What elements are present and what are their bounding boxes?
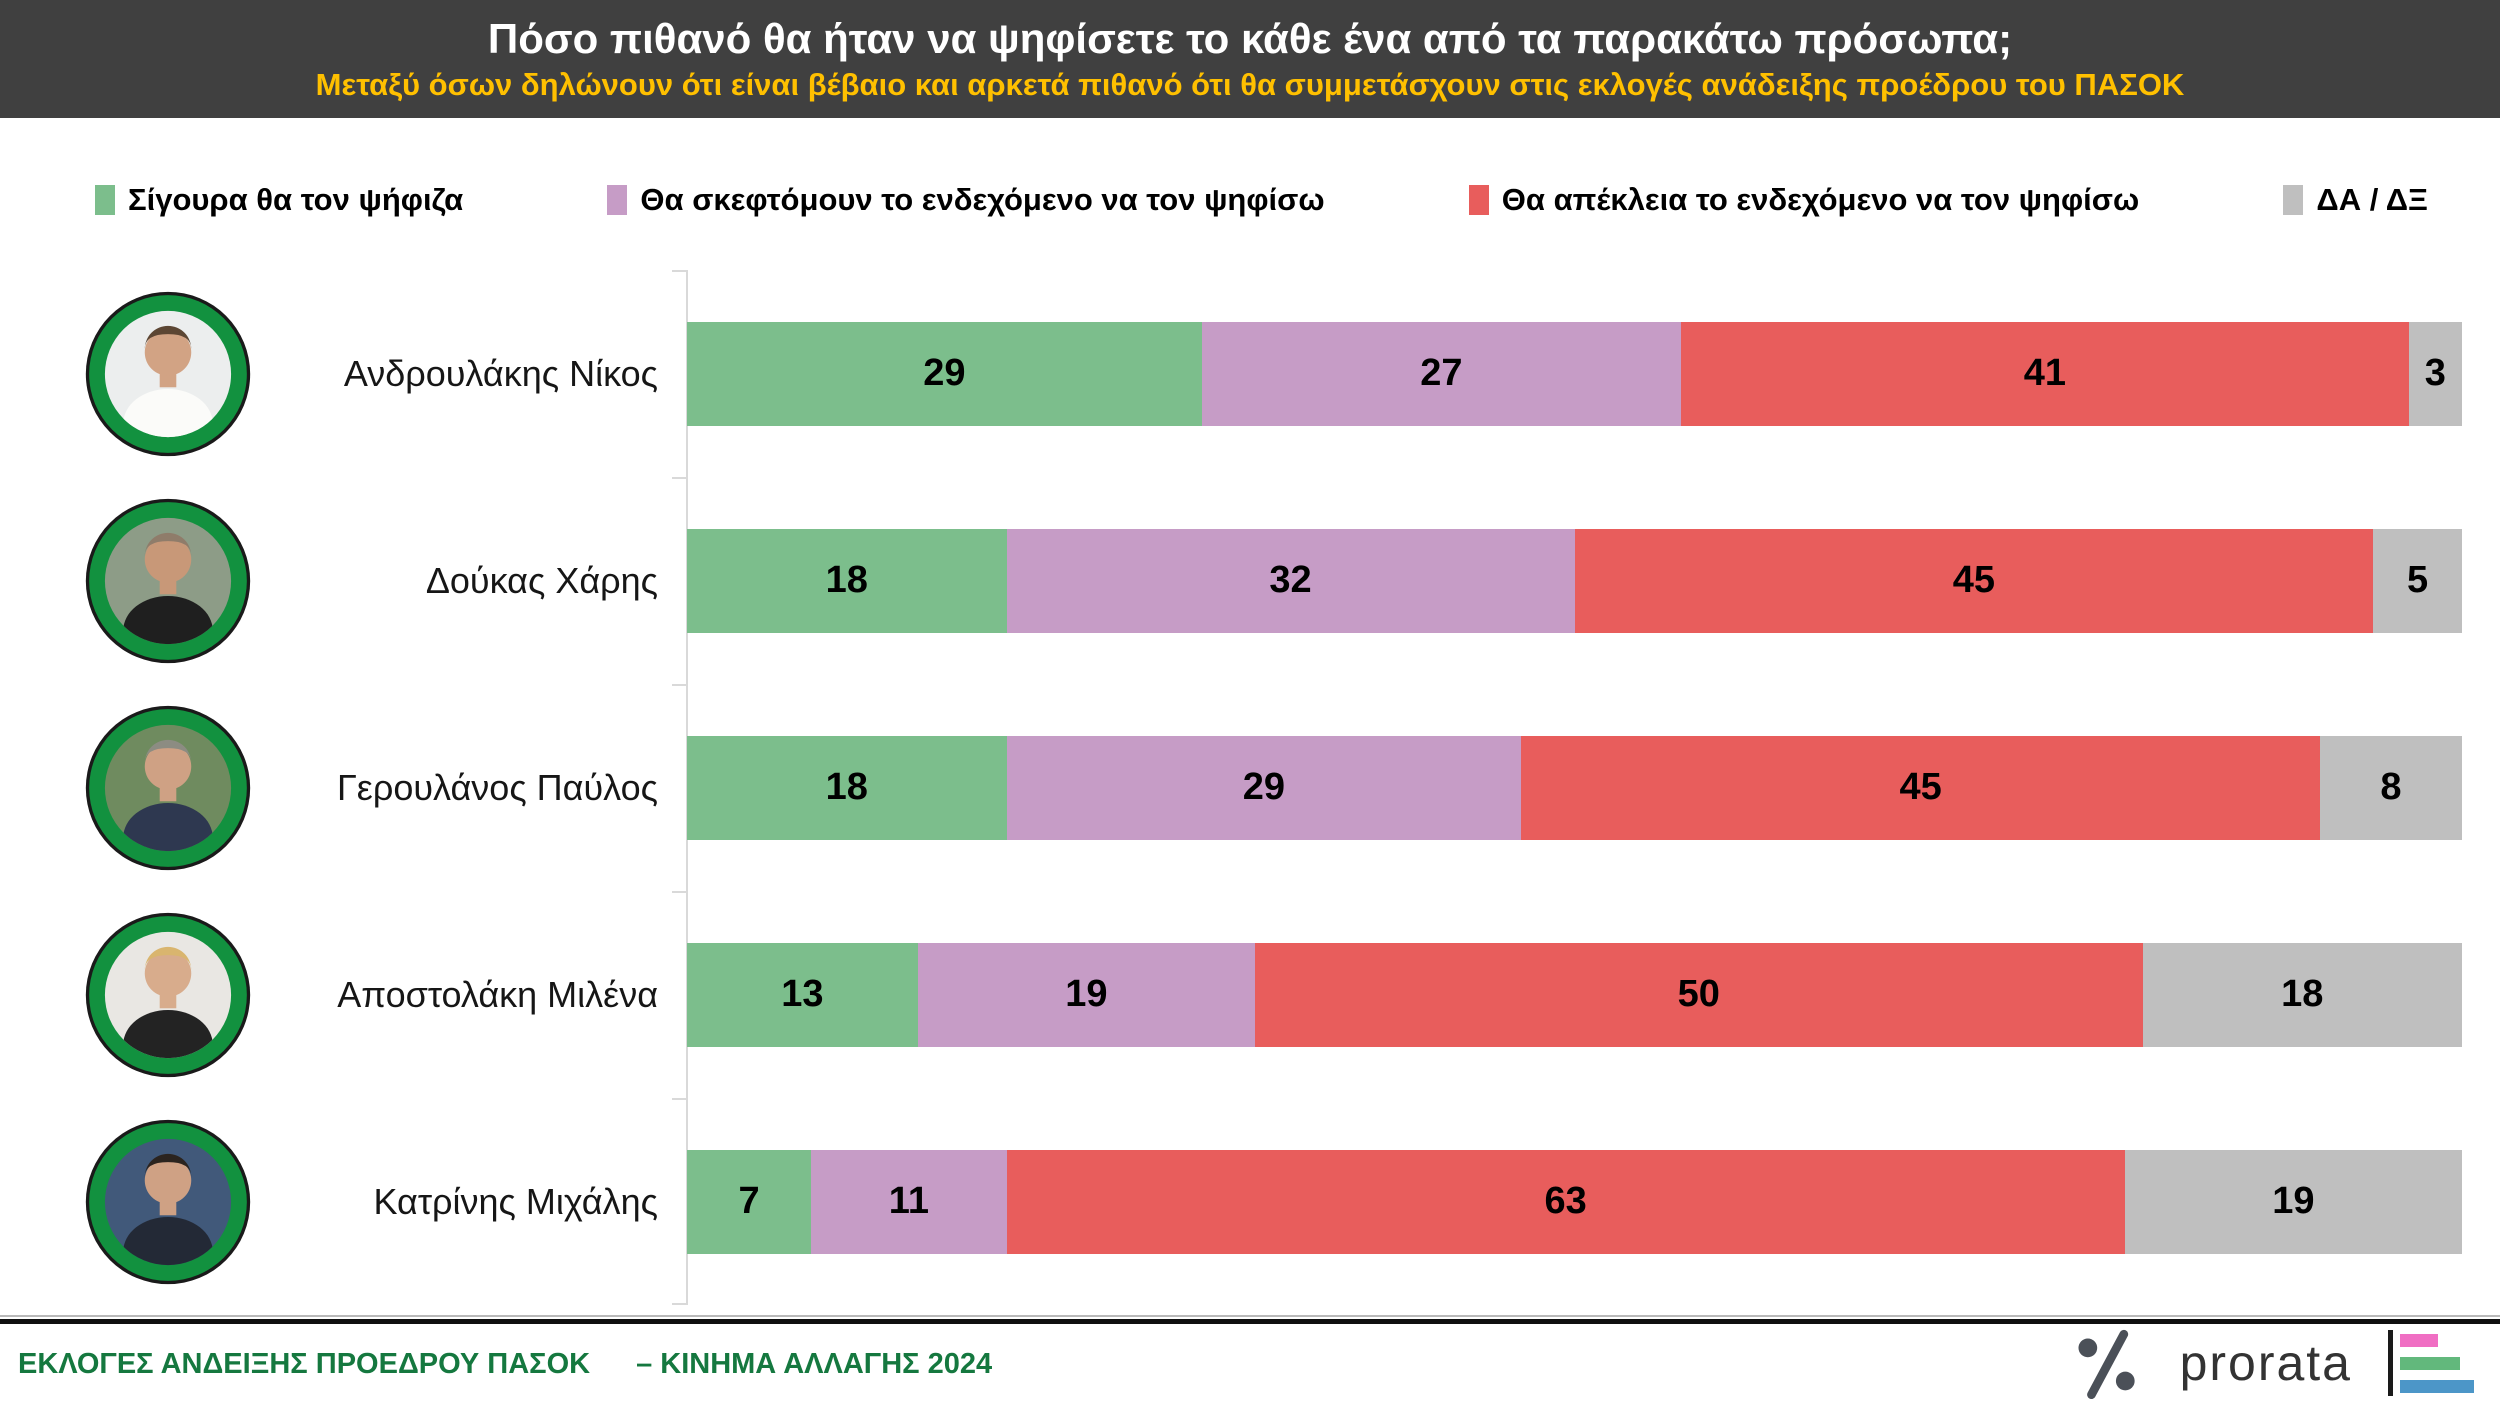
candidate-name: Γερουλάνος Παύλος bbox=[336, 766, 658, 808]
bar-segment: 50 bbox=[1255, 942, 2143, 1047]
footer-caption: ΕΚΛΟΓΕΣ ΑΝΔΕΙΞΗΣ ΠΡΟΕΔΡΟΥ ΠΑΣΟΚ – ΚΙΝΗΜΑ… bbox=[18, 1348, 992, 1381]
segment-value-label: 29 bbox=[923, 352, 966, 394]
segment-value-label: 7 bbox=[738, 1180, 760, 1222]
legend-item: Σίγουρα θα τον ψήφιζα bbox=[95, 182, 463, 218]
legend-swatch-icon bbox=[95, 185, 115, 215]
segment-value-label: 32 bbox=[1269, 559, 1312, 601]
segment-value-label: 18 bbox=[825, 559, 868, 601]
legend-swatch-icon bbox=[1468, 185, 1489, 215]
legend-item: Θα απέκλεια το ενδεχόμενο να τον ψηφίσω bbox=[1468, 182, 2140, 218]
bar-segment: 32 bbox=[1006, 528, 1575, 633]
legend-swatch-icon bbox=[2283, 185, 2304, 215]
logo-bar-blue bbox=[2400, 1380, 2474, 1393]
axis-tick bbox=[672, 891, 686, 893]
footer-survey-title: ΕΚΛΟΓΕΣ ΑΝΔΕΙΞΗΣ ΠΡΟΕΔΡΟΥ ΠΑΣΟΚ bbox=[18, 1348, 591, 1380]
segment-value-label: 19 bbox=[1065, 973, 1108, 1015]
segment-value-label: 29 bbox=[1242, 766, 1286, 808]
legend-swatch-icon bbox=[607, 185, 628, 215]
legend-label: Θα απέκλεια το ενδεχόμενο να τον ψηφίσω bbox=[1501, 182, 2140, 217]
segment-value-label: 45 bbox=[1952, 559, 1996, 601]
bar-segment: 19 bbox=[917, 942, 1255, 1047]
segment-value-label: 27 bbox=[1420, 352, 1463, 394]
candidate-photo bbox=[85, 1119, 251, 1285]
candidate-photo bbox=[85, 498, 251, 664]
stacked-bar: 13 19 50 18 bbox=[687, 942, 2462, 1047]
logo-bar-green bbox=[2400, 1357, 2460, 1370]
bar-segment: 63 bbox=[1006, 1149, 2125, 1254]
stacked-bar: 7 11 63 19 bbox=[687, 1149, 2462, 1254]
bar-segment: 29 bbox=[687, 321, 1202, 426]
chart-row: Δούκας Χάρης 18 32 45 5 bbox=[0, 477, 2500, 684]
segment-value-label: 11 bbox=[888, 1180, 929, 1222]
footer-divider-thin bbox=[0, 1315, 2500, 1317]
bar-segment: 27 bbox=[1201, 321, 1681, 426]
chart-legend: Σίγουρα θα τον ψήφιζα Θα σκεφτόμουν το εν… bbox=[95, 170, 2428, 230]
axis-tick bbox=[672, 477, 686, 479]
legend-item: Θα σκεφτόμουν το ενδεχόμενο να τον ψηφίσ… bbox=[607, 182, 1325, 218]
chart-row: Ανδρουλάκης Νίκος 29 27 41 3 bbox=[0, 270, 2500, 477]
prorata-brand: prorata bbox=[2072, 1327, 2474, 1399]
legend-label: Θα σκεφτόμουν το ενδεχόμενο να τον ψηφίσ… bbox=[640, 182, 1325, 217]
segment-value-label: 8 bbox=[2380, 766, 2402, 808]
footer-survey-edition: – ΚΙΝΗΜΑ ΑΛΛΑΓΗΣ 2024 bbox=[636, 1348, 993, 1380]
segment-value-label: 41 bbox=[2023, 352, 2067, 394]
legend-label: ΔΑ / ΔΞ bbox=[2316, 182, 2428, 217]
bar-segment: 29 bbox=[1006, 735, 1522, 840]
legend-label: Σίγουρα θα τον ψήφιζα bbox=[128, 182, 464, 217]
segment-value-label: 45 bbox=[1899, 766, 1942, 808]
segment-value-label: 13 bbox=[781, 973, 824, 1015]
candidate-name: Ανδρουλάκης Νίκος bbox=[343, 352, 658, 394]
bar-segment: 45 bbox=[1521, 735, 2320, 840]
bar-segment: 13 bbox=[687, 942, 918, 1047]
candidate-photo bbox=[85, 291, 251, 457]
candidate-photo bbox=[85, 912, 251, 1078]
bar-segment: 19 bbox=[2124, 1149, 2462, 1254]
stacked-bar-chart: Ανδρουλάκης Νίκος 29 27 41 3 Δούκας Χάρης 18 3… bbox=[0, 270, 2500, 1305]
segment-value-label: 5 bbox=[2407, 559, 2429, 601]
chart-row: Αποστολάκη Μιλένα 13 19 50 18 bbox=[0, 891, 2500, 1098]
page-title: Πόσο πιθανό θα ήταν να ψηφίσετε το κάθε … bbox=[487, 15, 2013, 63]
bar-segment: 7 bbox=[687, 1149, 812, 1254]
segment-value-label: 3 bbox=[2424, 352, 2446, 394]
candidate-name: Αποστολάκη Μιλένα bbox=[337, 973, 658, 1015]
bar-segment: 8 bbox=[2320, 735, 2462, 840]
bar-segment: 18 bbox=[687, 735, 1007, 840]
segment-value-label: 19 bbox=[2272, 1180, 2315, 1222]
segment-value-label: 63 bbox=[1544, 1180, 1587, 1222]
prorata-bars-icon bbox=[2388, 1330, 2474, 1396]
candidate-name: Κατρίνης Μιχάλης bbox=[373, 1180, 658, 1222]
bar-segment: 3 bbox=[2408, 321, 2462, 426]
brand-name: prorata bbox=[2179, 1335, 2352, 1391]
bar-segment: 41 bbox=[1681, 321, 2409, 426]
candidate-name: Δούκας Χάρης bbox=[425, 559, 658, 601]
candidate-photo bbox=[85, 705, 251, 871]
axis-tick bbox=[672, 684, 686, 686]
bar-segment: 45 bbox=[1574, 528, 2374, 633]
segment-value-label: 50 bbox=[1677, 973, 1720, 1015]
chart-row: Γερουλάνος Παύλος 18 29 45 8 bbox=[0, 684, 2500, 891]
segment-value-label: 18 bbox=[2281, 973, 2324, 1015]
segment-value-label: 18 bbox=[825, 766, 868, 808]
legend-item: ΔΑ / ΔΞ bbox=[2283, 182, 2428, 218]
chart-row: Κατρίνης Μιχάλης 7 11 63 19 bbox=[0, 1098, 2500, 1305]
percent-icon bbox=[2072, 1327, 2144, 1399]
axis-tick bbox=[672, 1303, 686, 1305]
bar-segment: 5 bbox=[2373, 528, 2462, 633]
footer-divider-thick bbox=[0, 1319, 2500, 1324]
stacked-bar: 18 29 45 8 bbox=[687, 735, 2462, 840]
bar-segment: 18 bbox=[687, 528, 1007, 633]
axis-tick bbox=[672, 1098, 686, 1100]
stacked-bar: 29 27 41 3 bbox=[687, 321, 2462, 426]
bar-segment: 11 bbox=[811, 1149, 1007, 1254]
stacked-bar: 18 32 45 5 bbox=[687, 528, 2462, 633]
bar-segment: 18 bbox=[2142, 942, 2462, 1047]
logo-stem bbox=[2388, 1330, 2393, 1396]
page-subtitle: Μεταξύ όσων δηλώνουν ότι είναι βέβαιο κα… bbox=[315, 67, 2185, 103]
header-banner: Πόσο πιθανό θα ήταν να ψηφίσετε το κάθε … bbox=[0, 0, 2500, 118]
logo-bar-pink bbox=[2400, 1334, 2438, 1347]
axis-tick bbox=[672, 270, 686, 272]
